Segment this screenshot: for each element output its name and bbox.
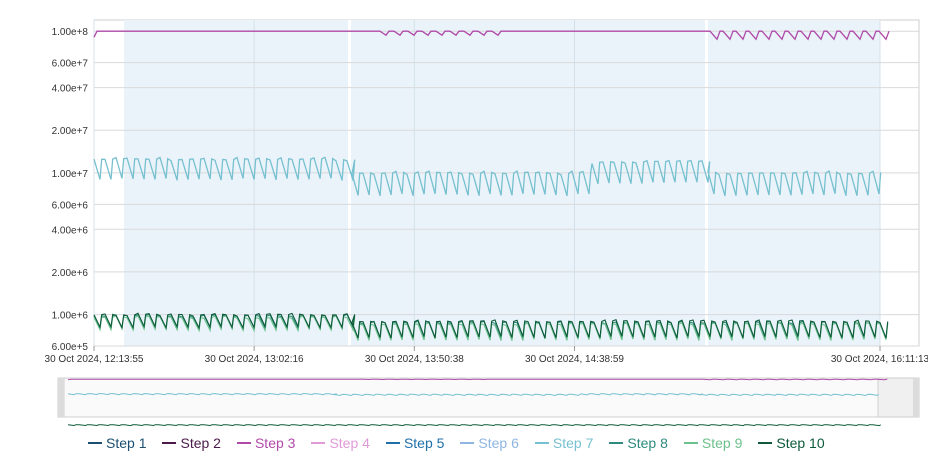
- legend-label: Step 6: [478, 435, 518, 451]
- band-separator: [348, 20, 351, 346]
- band-separator: [705, 20, 708, 346]
- legend-label: Step 7: [553, 435, 593, 451]
- legend-label: Step 9: [702, 435, 742, 451]
- legend-item-step-4[interactable]: Step 4: [311, 435, 369, 451]
- legend-item-step-5[interactable]: Step 5: [386, 435, 444, 451]
- legend-swatch: [535, 442, 549, 444]
- x-tick-label: 30 Oct 2024, 16:11:13: [831, 354, 928, 365]
- legend-swatch: [386, 442, 400, 444]
- legend-item-step-1[interactable]: Step 1: [88, 435, 146, 451]
- legend: Step 1 Step 2 Step 3 Step 4 Step 5 Step 6 Step…: [88, 435, 841, 451]
- y-tick-label: 1.00e+8: [52, 27, 89, 38]
- y-tick-label: 6.00e+5: [52, 342, 89, 353]
- y-tick-label: 6.00e+7: [52, 59, 89, 70]
- legend-item-step-7[interactable]: Step 7: [535, 435, 593, 451]
- legend-item-step-6[interactable]: Step 6: [460, 435, 518, 451]
- legend-swatch: [609, 442, 623, 444]
- legend-swatch: [460, 442, 474, 444]
- legend-item-step-10[interactable]: Step 10: [758, 435, 824, 451]
- legend-label: Step 10: [776, 435, 824, 451]
- legend-label: Step 1: [106, 435, 146, 451]
- legend-swatch: [758, 442, 772, 444]
- navigator-left-handle[interactable]: [58, 378, 64, 417]
- legend-label: Step 4: [329, 435, 369, 451]
- y-tick-label: 2.00e+7: [52, 126, 89, 137]
- legend-item-step-8[interactable]: Step 8: [609, 435, 667, 451]
- x-tick-label: 30 Oct 2024, 12:13:55: [45, 354, 144, 365]
- x-tick-label: 30 Oct 2024, 13:02:16: [205, 354, 304, 365]
- legend-swatch: [684, 442, 698, 444]
- legend-label: Step 5: [404, 435, 444, 451]
- legend-label: Step 8: [627, 435, 667, 451]
- navigator-selection[interactable]: [64, 378, 878, 417]
- legend-swatch: [237, 442, 251, 444]
- legend-label: Step 3: [255, 435, 295, 451]
- y-tick-label: 2.00e+6: [52, 268, 89, 279]
- y-tick-label: 1.00e+6: [52, 311, 89, 322]
- legend-item-step-3[interactable]: Step 3: [237, 435, 295, 451]
- legend-swatch: [88, 442, 102, 444]
- y-tick-label: 1.00e+7: [52, 169, 89, 180]
- legend-label: Step 2: [180, 435, 220, 451]
- legend-swatch: [311, 442, 325, 444]
- legend-swatch: [162, 442, 176, 444]
- y-tick-label: 4.00e+7: [52, 84, 89, 95]
- y-tick-label: 4.00e+6: [52, 225, 89, 236]
- legend-item-step-2[interactable]: Step 2: [162, 435, 220, 451]
- x-tick-label: 30 Oct 2024, 13:50:38: [365, 354, 464, 365]
- y-tick-label: 6.00e+6: [52, 200, 89, 211]
- x-tick-label: 30 Oct 2024, 14:38:59: [525, 354, 624, 365]
- navigator-right-handle[interactable]: [913, 378, 919, 417]
- navigator-line-step-10: [68, 425, 881, 426]
- legend-item-step-9[interactable]: Step 9: [684, 435, 742, 451]
